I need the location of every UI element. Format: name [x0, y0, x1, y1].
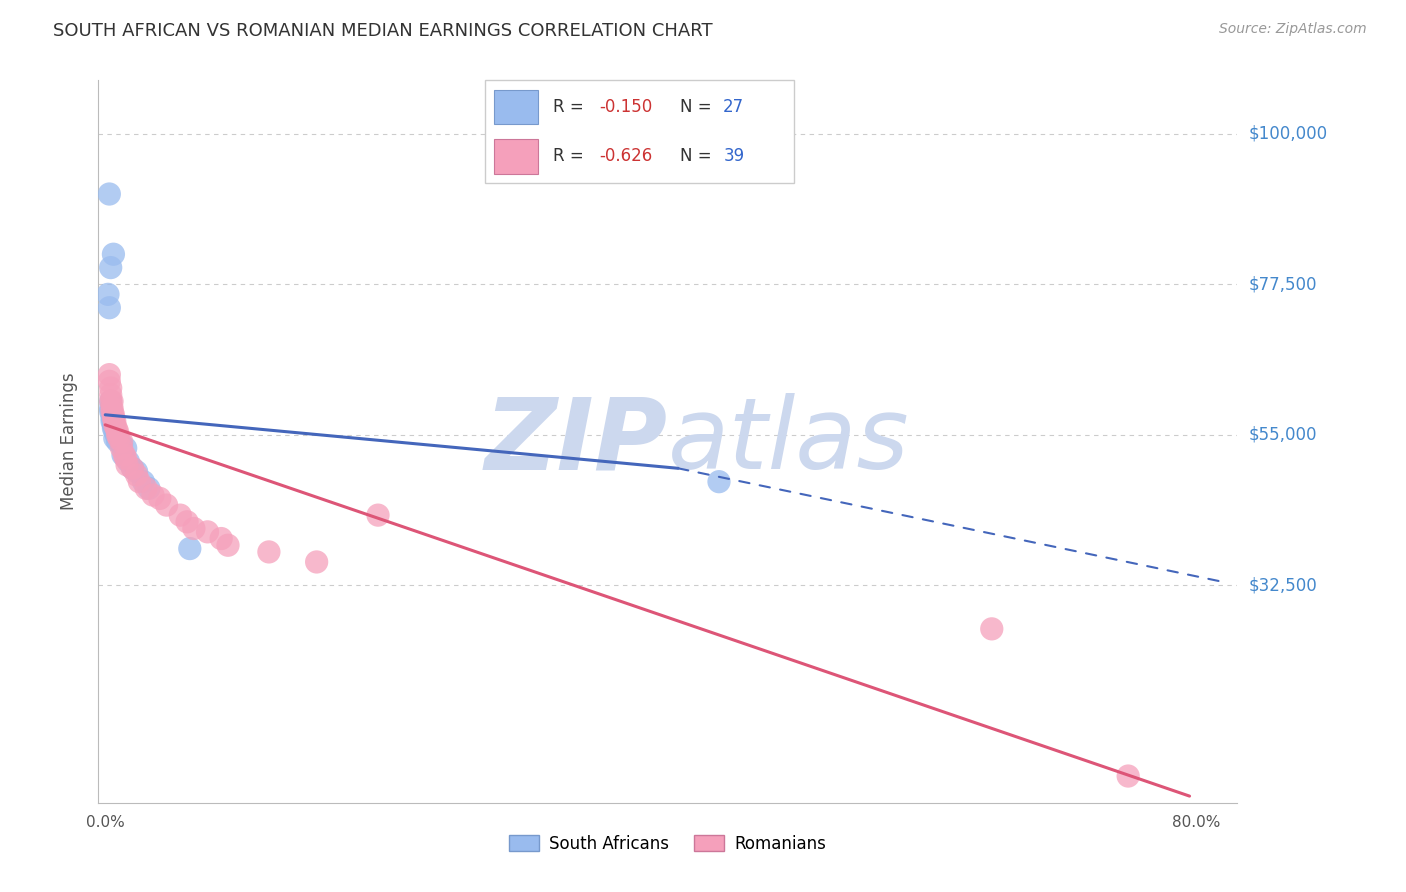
Text: 39: 39 [723, 147, 744, 165]
Text: N =: N = [681, 147, 717, 165]
Point [132, 475, 155, 489]
Text: N =: N = [681, 98, 717, 116]
Y-axis label: Median Earnings: Median Earnings [59, 373, 77, 510]
Point [100, 387, 122, 401]
Point [103, 411, 125, 425]
Text: $32,500: $32,500 [1249, 576, 1317, 594]
Point [980, 622, 1002, 636]
Text: ZIP: ZIP [485, 393, 668, 490]
Point [111, 448, 134, 462]
Text: -0.150: -0.150 [599, 98, 652, 116]
Point [1116, 769, 1139, 783]
Point [104, 417, 127, 432]
Point [115, 458, 138, 472]
Point [156, 498, 179, 512]
Text: SOUTH AFRICAN VS ROMANIAN MEDIAN EARNINGS CORRELATION CHART: SOUTH AFRICAN VS ROMANIAN MEDIAN EARNING… [53, 22, 713, 40]
Point [103, 247, 125, 261]
Point [149, 491, 172, 506]
Point [101, 394, 124, 409]
Point [176, 515, 198, 529]
Text: Source: ZipAtlas.com: Source: ZipAtlas.com [1219, 22, 1367, 37]
Bar [495, 89, 537, 124]
Bar [495, 139, 537, 174]
Point [125, 465, 148, 479]
Point [110, 441, 132, 455]
Point [107, 434, 129, 449]
Point [100, 394, 122, 409]
Text: $77,500: $77,500 [1249, 276, 1317, 293]
Point [110, 434, 132, 449]
Point [114, 451, 136, 466]
Point [128, 475, 150, 489]
Text: -0.626: -0.626 [599, 147, 652, 165]
Point [105, 427, 128, 442]
Point [107, 425, 129, 439]
Text: $100,000: $100,000 [1249, 125, 1327, 143]
Point [98, 187, 121, 202]
Point [138, 482, 160, 496]
Point [98, 375, 121, 389]
Point [121, 461, 143, 475]
Point [183, 521, 205, 535]
Point [125, 467, 148, 482]
Point [117, 454, 139, 469]
Point [100, 401, 122, 416]
Point [121, 461, 143, 475]
Text: R =: R = [553, 98, 589, 116]
Point [217, 538, 239, 552]
Point [101, 408, 124, 422]
Point [197, 524, 219, 539]
Point [100, 260, 122, 275]
Point [100, 404, 122, 418]
Text: 27: 27 [723, 98, 744, 116]
Point [114, 441, 136, 455]
Point [101, 414, 124, 428]
Point [367, 508, 389, 523]
Legend: South Africans, Romanians: South Africans, Romanians [503, 828, 832, 860]
Point [105, 421, 128, 435]
Point [100, 381, 122, 395]
Point [209, 532, 232, 546]
Point [103, 408, 125, 422]
Point [98, 368, 121, 382]
Point [169, 508, 191, 523]
Point [103, 421, 125, 435]
Point [103, 417, 125, 432]
Point [110, 438, 132, 452]
Point [104, 431, 127, 445]
Point [107, 427, 129, 442]
Point [305, 555, 328, 569]
Text: atlas: atlas [668, 393, 910, 490]
Point [135, 482, 157, 496]
Point [104, 425, 127, 439]
Point [257, 545, 280, 559]
Text: R =: R = [553, 147, 589, 165]
Point [100, 394, 122, 409]
Point [142, 488, 165, 502]
Point [112, 448, 135, 462]
Point [104, 414, 127, 428]
Text: $55,000: $55,000 [1249, 425, 1317, 444]
Point [707, 475, 730, 489]
Point [101, 401, 124, 416]
Point [98, 301, 121, 315]
FancyBboxPatch shape [485, 80, 794, 183]
Point [101, 404, 124, 418]
Point [97, 287, 120, 301]
Point [101, 411, 124, 425]
Point [108, 431, 131, 445]
Point [179, 541, 201, 556]
